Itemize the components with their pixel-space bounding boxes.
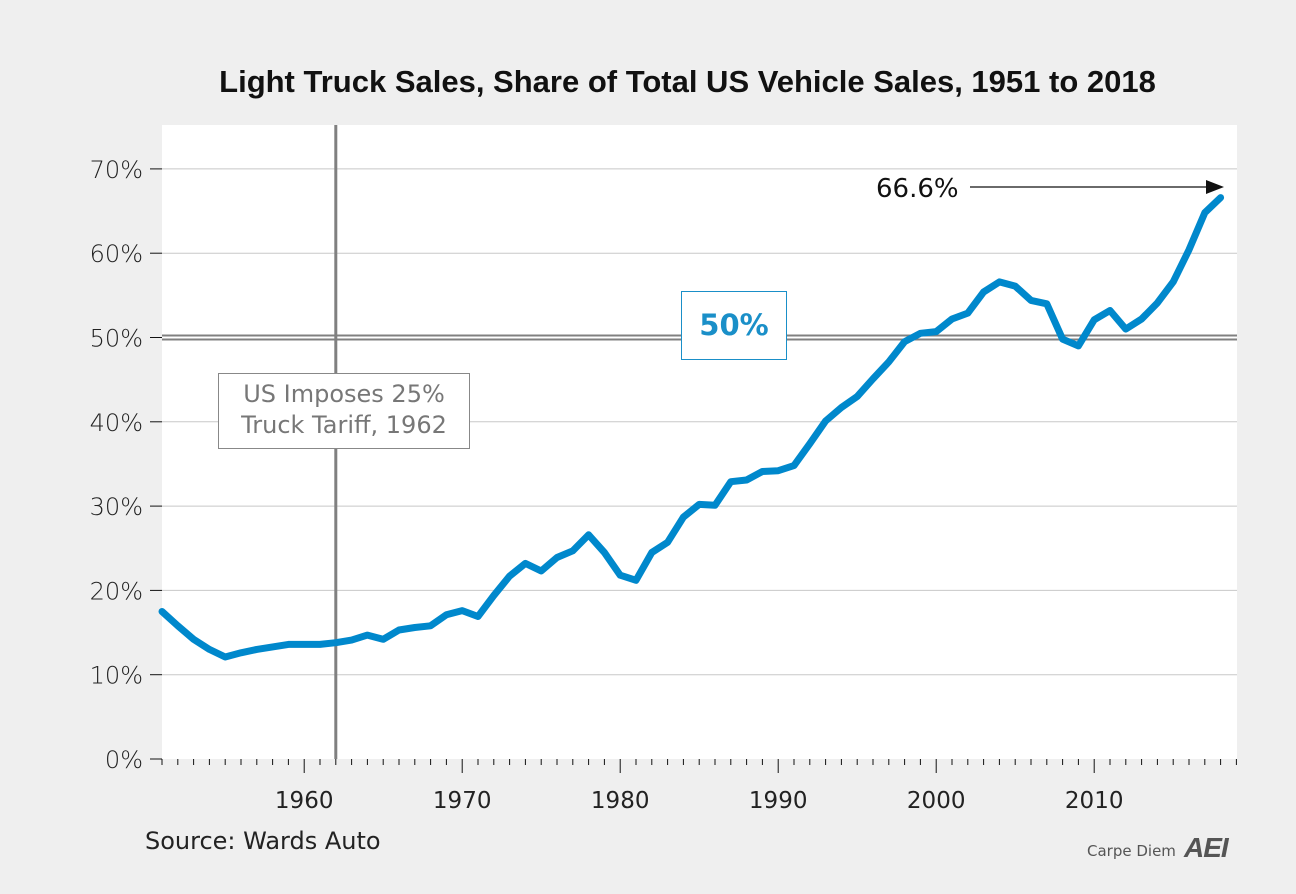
data-point — [1046, 303, 1048, 305]
x-tick-label: 1960 — [275, 788, 334, 814]
data-point — [1093, 319, 1095, 321]
data-point — [509, 575, 511, 577]
series-group — [158, 194, 1225, 661]
y-tick-label: 0% — [105, 746, 143, 774]
y-tick-label: 20% — [90, 577, 143, 605]
y-axis: 0% 10% 20% 30% 40% 50% 60% 70% — [90, 156, 162, 774]
data-point — [983, 291, 985, 293]
aei-logo: AEI — [1184, 832, 1229, 863]
data-point — [888, 361, 890, 363]
y-tick-label: 70% — [90, 156, 143, 184]
data-point — [840, 406, 842, 408]
x-tick-label: 1980 — [591, 788, 650, 814]
data-point — [667, 541, 669, 543]
tariff-line-1: US Imposes 25% — [243, 380, 445, 408]
data-point — [1204, 212, 1206, 214]
tariff-annotation: US Imposes 25% Truck Tariff, 1962 — [218, 373, 470, 449]
data-point — [1030, 299, 1032, 301]
data-point — [761, 471, 763, 473]
y-tick-label: 60% — [90, 240, 143, 268]
data-point — [445, 614, 447, 616]
data-point — [619, 574, 621, 576]
data-point — [1062, 338, 1064, 340]
data-point — [809, 443, 811, 445]
data-point — [556, 557, 558, 559]
data-point — [1125, 328, 1127, 330]
x-axis: 1960 1970 1980 1990 2000 2010 — [150, 758, 1237, 814]
data-point — [1172, 281, 1174, 283]
y-tick-label: 10% — [90, 662, 143, 690]
y-tick-label: 40% — [90, 409, 143, 437]
data-point — [793, 465, 795, 467]
data-point — [825, 420, 827, 422]
data-point — [603, 551, 605, 553]
data-point — [998, 281, 1000, 283]
data-point — [1077, 345, 1079, 347]
data-point — [777, 470, 779, 472]
data-point — [303, 643, 305, 645]
data-point — [1109, 310, 1111, 312]
x-tick-label: 1990 — [749, 788, 808, 814]
data-point — [208, 648, 210, 650]
data-point — [366, 634, 368, 636]
tariff-line-2: Truck Tariff, 1962 — [241, 411, 447, 439]
y-tick-label: 30% — [90, 493, 143, 521]
data-point — [193, 638, 195, 640]
data-point — [635, 579, 637, 581]
data-point — [540, 570, 542, 572]
data-point — [477, 616, 479, 618]
data-point — [872, 378, 874, 380]
x-tick-label: 2010 — [1065, 788, 1124, 814]
data-point — [1014, 285, 1016, 287]
data-point — [430, 625, 432, 627]
data-point — [1156, 302, 1158, 304]
data-point — [651, 551, 653, 553]
arrow-head — [1206, 180, 1224, 194]
data-point — [951, 318, 953, 320]
data-point — [398, 629, 400, 631]
data-point — [335, 642, 337, 644]
series-line — [158, 194, 1225, 661]
data-point — [698, 503, 700, 505]
data-point — [461, 610, 463, 612]
data-point — [856, 396, 858, 398]
data-point — [919, 332, 921, 334]
x-tick-label: 1970 — [433, 788, 492, 814]
final-value-arrow — [970, 180, 1224, 194]
data-point — [177, 625, 179, 627]
data-point — [240, 652, 242, 654]
final-value-label: 66.6% — [876, 174, 959, 204]
data-point — [351, 639, 353, 641]
data-point — [524, 562, 526, 564]
data-point — [287, 643, 289, 645]
data-point — [904, 341, 906, 343]
data-point — [1220, 197, 1222, 199]
data-point — [714, 504, 716, 506]
y-tick-label: 50% — [90, 325, 143, 353]
data-point — [682, 516, 684, 518]
data-point — [272, 646, 274, 648]
data-point — [382, 638, 384, 640]
data-point — [935, 331, 937, 333]
data-point — [224, 656, 226, 658]
data-point — [746, 479, 748, 481]
data-point — [161, 610, 163, 612]
data-point — [414, 626, 416, 628]
data-point — [319, 643, 321, 645]
data-point — [572, 550, 574, 552]
data-point — [1188, 249, 1190, 251]
data-point — [588, 534, 590, 536]
brand-label: Carpe Diem — [1087, 842, 1176, 860]
chart-title: Light Truck Sales, Share of Total US Veh… — [219, 64, 1156, 99]
data-point — [256, 648, 258, 650]
data-point — [967, 312, 969, 314]
data-point — [730, 481, 732, 483]
data-point — [1141, 318, 1143, 320]
data-point — [493, 594, 495, 596]
source-note: Source: Wards Auto — [145, 827, 381, 855]
fifty-percent-label: 50% — [681, 291, 787, 360]
x-tick-label: 2000 — [907, 788, 966, 814]
